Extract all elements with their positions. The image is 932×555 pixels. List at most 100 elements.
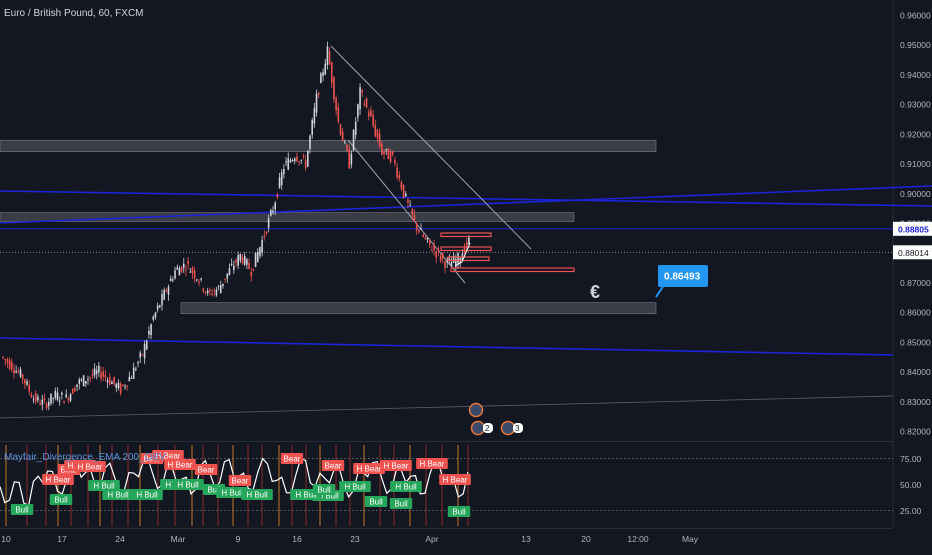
candle-body [135,368,137,370]
candle-body [30,394,33,398]
signal-label-bg [280,453,304,464]
signal-label-text: Bull [207,486,221,495]
bull-signal-label[interactable]: H Bull [216,487,248,498]
x-tick-label: 24 [115,534,125,544]
signal-label-text: Bear [284,455,301,464]
bull-signal-label[interactable]: H Bull [172,479,204,490]
candle-body [243,255,246,265]
trendline[interactable] [0,185,932,224]
candle-body [389,151,392,163]
bear-signal-label[interactable]: H Bear [152,450,184,461]
y-tick-label: 0.86000 [900,308,931,318]
trendline[interactable] [0,395,894,419]
candle-body [58,400,61,402]
bull-signal-label[interactable]: Bull [364,496,388,507]
candle-body [174,270,176,279]
bear-signal-label[interactable]: H Bear [439,474,471,485]
bear-signal-label[interactable]: H Bear [353,463,385,474]
red-level-marker[interactable] [447,256,490,262]
last-price-label: 0.88014 [898,248,929,258]
channel-line-lower[interactable] [347,139,466,284]
bear-signal-label[interactable]: H Bear [42,474,74,485]
candle-body [276,194,279,198]
candle-body [307,150,309,167]
bear-signal-label[interactable]: Bear [280,453,304,464]
candle-body [34,392,37,402]
candle-body [217,286,220,288]
bull-signal-label[interactable]: H Bull [390,481,422,492]
signal-label-bg [131,489,163,500]
candle-body [324,63,327,75]
signal-label-bg [10,504,34,515]
candle-body [126,385,128,387]
bull-signal-label[interactable]: Bull [389,498,413,509]
supply-demand-zone[interactable] [0,140,657,152]
candle-body [8,360,11,369]
bull-signal-label[interactable]: Bull [447,506,471,517]
candle-body [250,271,253,277]
candle-body [265,231,268,234]
bear-signal-label[interactable]: H Bear [74,461,106,472]
signal-label-bg [312,484,336,495]
trendline[interactable] [0,337,894,356]
candle-body [333,77,335,100]
candle-body [383,151,385,154]
signal-label-bg [74,461,106,472]
event-badge-count-bg [483,423,493,433]
candle-body [341,131,344,142]
y-tick-label: 0.87000 [900,278,931,288]
bear-signal-label[interactable]: H Bear [380,460,412,471]
channel-line-upper[interactable] [330,45,532,250]
bull-signal-label[interactable]: Bull [49,494,73,505]
bull-signal-label[interactable]: H Bull [241,489,273,500]
price-candles[interactable] [2,41,470,411]
candle-body [93,368,96,376]
bull-signal-label[interactable]: H Bull [88,480,120,491]
supply-demand-zone[interactable] [0,212,575,222]
red-level-marker[interactable] [450,267,575,273]
bear-signal-label[interactable]: Bear [194,464,218,475]
callout-box[interactable] [658,265,708,287]
candle-body [354,121,357,135]
red-level-marker[interactable] [440,246,492,252]
candle-body [298,161,300,163]
candle-body [224,278,226,280]
bear-signal-label[interactable]: Bear [321,460,345,471]
signal-label-bg [439,474,471,485]
candle-body [63,401,65,404]
bear-signal-label[interactable]: Bear [228,475,252,486]
candle-body [222,283,224,287]
candle-body [350,153,353,165]
candle-body [291,159,294,162]
candle-body [398,174,401,179]
trendline[interactable] [0,190,932,207]
event-badge[interactable]: 3 [500,420,524,436]
bull-signal-label[interactable]: Bull [10,504,34,515]
callout-price: 0.86493 [664,272,701,283]
candle-body [80,379,83,381]
event-badge[interactable] [468,402,484,418]
red-level-marker[interactable] [440,232,492,238]
bull-signal-label[interactable]: Bull [312,484,336,495]
candle-body [267,218,270,228]
candle-body [24,379,26,384]
candle-body [422,234,424,237]
last-price-tag [893,245,932,260]
candle-body [400,182,403,190]
candle-body [309,135,311,149]
candle-body [230,264,233,266]
y-tick-label: 0.90000 [900,189,931,199]
candle-body [361,90,364,93]
bull-signal-label[interactable]: H Bull [339,481,371,492]
supply-demand-zone[interactable] [180,302,657,314]
bull-signal-label[interactable]: H Bull [102,489,134,500]
event-badge[interactable]: 2 [470,420,494,436]
bear-signal-label[interactable]: H Bear [164,459,196,470]
candle-body [404,193,407,196]
candle-body [91,374,94,376]
candle-body [241,257,244,264]
bull-signal-label[interactable]: H Bull [131,489,163,500]
bear-signal-label[interactable]: H Bear [416,458,448,469]
